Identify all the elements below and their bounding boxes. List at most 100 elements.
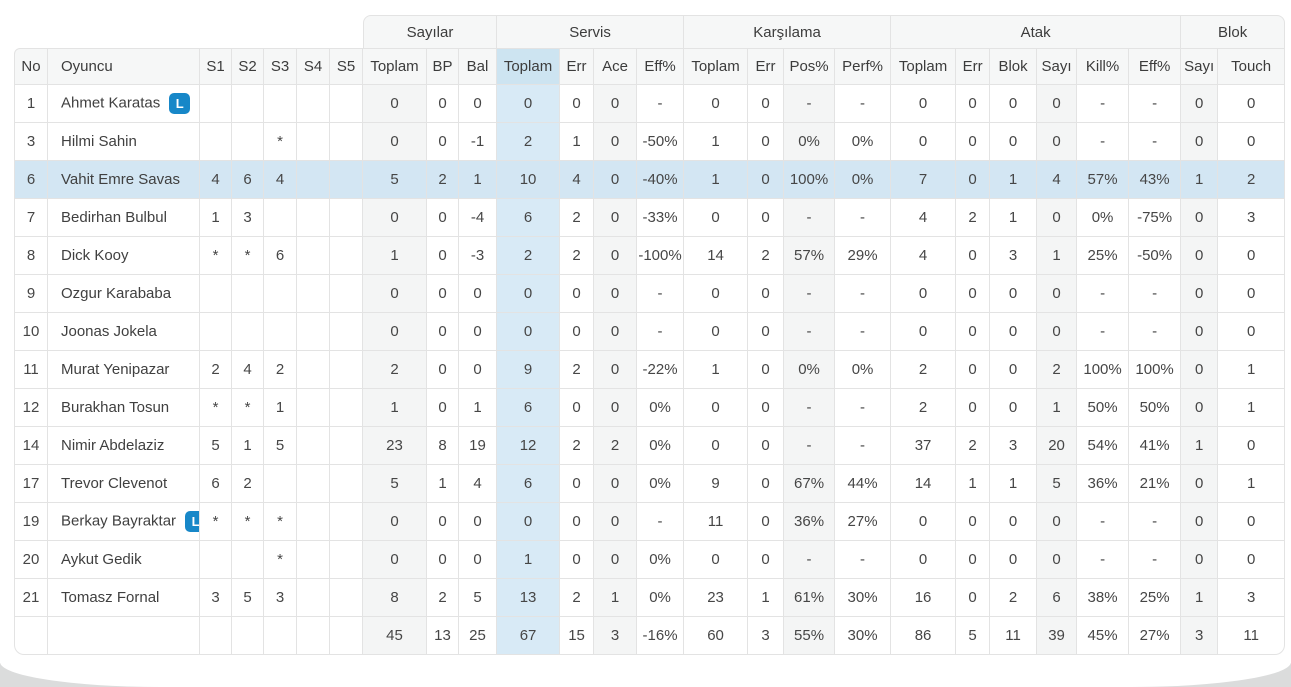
cell-touch: 0 (1218, 275, 1286, 313)
cell-sayilar-toplam: 23 (363, 427, 427, 465)
column-header-servis-ace[interactable]: Ace (594, 48, 638, 85)
cell-servis-toplam: 6 (497, 389, 561, 427)
player-row[interactable]: 11 Murat Yenipazar 2 4 2 2 0 0 9 2 0 -22% 1 0 0% 0% 2 0 0 2… (14, 351, 1286, 389)
column-header-atak-toplam[interactable]: Toplam (891, 48, 957, 85)
cell-blok-sayi: 1 (1181, 579, 1219, 617)
cell-no: 14 (14, 427, 48, 465)
column-header-s4[interactable]: S4 (297, 48, 330, 85)
column-header-servis-eff[interactable]: Eff% (637, 48, 685, 85)
player-row[interactable]: 10 Joonas Jokela 0 0 0 0 0 0-0 0- -0 0 0 0- -0 0 (14, 313, 1286, 351)
column-header-s5[interactable]: S5 (330, 48, 363, 85)
player-name: Tomasz Fornal (61, 589, 160, 606)
cell-servis-toplam: 9 (497, 351, 561, 389)
totals-cell-s1 (200, 617, 232, 655)
cell-pos: - (784, 313, 836, 351)
column-header-atak-sayi[interactable]: Sayı (1037, 48, 1078, 85)
player-row[interactable]: 7 Bedirhan Bulbul 1 3 0 0 -4 6 2 0 -33% 0 0- -4 2 1 0 0% -… (14, 199, 1286, 237)
cell-s5 (330, 123, 363, 161)
cell-servis-eff: - (637, 85, 685, 123)
player-row[interactable]: 6 Vahit Emre Savas 4 6 4 5 2 1 10 4 0 -40% 1 0 100% 0% 7… (14, 161, 1286, 199)
cell-atak-blok: 3 (990, 427, 1038, 465)
cell-s1: 1 (200, 199, 232, 237)
cell-kill: 100% (1077, 351, 1130, 389)
cell-servis-eff: 0% (637, 389, 685, 427)
player-name: Aykut Gedik (61, 551, 142, 568)
column-header-bp[interactable]: BP (427, 48, 459, 85)
cell-atak-blok: 1 (990, 465, 1038, 503)
cell-karsilama-err: 0 (748, 503, 785, 541)
cell-atak-blok: 0 (990, 313, 1038, 351)
cell-servis-err: 2 (560, 237, 595, 275)
cell-servis-eff: - (637, 313, 685, 351)
column-header-s3[interactable]: S3 (264, 48, 297, 85)
player-row[interactable]: 20 Aykut Gedik * 0 0 0 1 0 0 0% 0 0- -0 0 0 0- -0 0 (14, 541, 1286, 579)
cell-kill: - (1077, 123, 1130, 161)
player-row[interactable]: 12 Burakhan Tosun * * 1 1 0 1 6 0 0 0% 0 0- -2 0 0 1 50% 50… (14, 389, 1286, 427)
cell-karsilama-toplam: 0 (684, 199, 749, 237)
cell-oyuncu: Dick Kooy (48, 237, 200, 275)
cell-s2: * (232, 237, 264, 275)
player-row[interactable]: 3 Hilmi Sahin * 0 0 -1 2 1 0 -50% 1 0 0% 0% 0 0 0 0- -0 0 (14, 123, 1286, 161)
column-header-oyuncu[interactable]: Oyuncu (48, 48, 200, 85)
cell-atak-sayi: 0 (1037, 85, 1078, 123)
cell-touch: 1 (1218, 351, 1286, 389)
column-header-perf[interactable]: Perf% (835, 48, 892, 85)
player-row[interactable]: 19 Berkay Bayraktar L * * * 0 0 0 0 0 0-11 0 36% 27% 0 0… (14, 503, 1286, 541)
cell-s4 (297, 123, 330, 161)
cell-atak-sayi: 6 (1037, 579, 1078, 617)
column-header-karsilama-err[interactable]: Err (748, 48, 785, 85)
cell-kill: - (1077, 541, 1130, 579)
cell-bp: 0 (427, 503, 459, 541)
column-header-karsilama-toplam[interactable]: Toplam (684, 48, 749, 85)
cell-servis-toplam: 0 (497, 313, 561, 351)
cell-atak-blok: 0 (990, 503, 1038, 541)
column-header-bal[interactable]: Bal (459, 48, 498, 85)
player-row[interactable]: 9 Ozgur Karababa 0 0 0 0 0 0-0 0- -0 0 0 0- -0 0 (14, 275, 1286, 313)
column-header-kill[interactable]: Kill% (1077, 48, 1130, 85)
cell-atak-sayi: 0 (1037, 313, 1078, 351)
column-header-touch[interactable]: Touch (1218, 48, 1286, 85)
player-name: Vahit Emre Savas (61, 171, 180, 188)
cell-bp: 2 (427, 161, 459, 199)
column-header-atak-err[interactable]: Err (956, 48, 991, 85)
cell-servis-err: 0 (560, 503, 595, 541)
cell-s3: * (264, 503, 297, 541)
player-row[interactable]: 8 Dick Kooy * * 6 1 0 -3 2 2 0 -100% 14 2 57% 29% 4 0 3 1 25… (14, 237, 1286, 275)
cell-servis-toplam: 12 (497, 427, 561, 465)
column-header-blok-sayi[interactable]: Sayı (1181, 48, 1219, 85)
cell-karsilama-toplam: 9 (684, 465, 749, 503)
cell-servis-eff: -100% (637, 237, 685, 275)
player-row[interactable]: 17 Trevor Clevenot 6 2 5 1 4 6 0 0 0% 9 0 67% 44% 14 1 1 5… (14, 465, 1286, 503)
cell-pos: 0% (784, 123, 836, 161)
cell-karsilama-err: 2 (748, 237, 785, 275)
cell-touch: 3 (1218, 579, 1286, 617)
cell-atak-eff: - (1129, 123, 1182, 161)
cell-atak-eff: 25% (1129, 579, 1182, 617)
player-row[interactable]: 21 Tomasz Fornal 3 5 3 8 2 5 13 2 1 0% 23 1 61% 30% 16 0 2… (14, 579, 1286, 617)
player-row[interactable]: 1 Ahmet Karatas L 0 0 0 0 0 0-0 0- -0 0 0 0- -0 0 (14, 85, 1286, 123)
cell-karsilama-err: 0 (748, 199, 785, 237)
column-header-servis-toplam[interactable]: Toplam (497, 48, 561, 85)
column-header-s1[interactable]: S1 (200, 48, 232, 85)
cell-servis-ace: 0 (594, 351, 638, 389)
cell-s4 (297, 579, 330, 617)
player-row[interactable]: 14 Nimir Abdelaziz 5 1 5 23 8 19 12 2 2 0% 0 0- -37 2 3 2… (14, 427, 1286, 465)
cell-s1 (200, 123, 232, 161)
column-header-no[interactable]: No (14, 48, 48, 85)
column-header-s2[interactable]: S2 (232, 48, 264, 85)
column-header-atak-blok[interactable]: Blok (990, 48, 1038, 85)
cell-atak-eff: - (1129, 541, 1182, 579)
cell-s3: * (264, 123, 297, 161)
libero-badge: L (169, 93, 191, 114)
cell-karsilama-err: 0 (748, 541, 785, 579)
player-name: Bedirhan Bulbul (61, 209, 167, 226)
cell-touch: 2 (1218, 161, 1286, 199)
column-header-servis-err[interactable]: Err (560, 48, 595, 85)
totals-cell-oyuncu (48, 617, 200, 655)
cell-blok-sayi: 1 (1181, 161, 1219, 199)
column-header-atak-eff[interactable]: Eff% (1129, 48, 1182, 85)
column-header-sayilar-toplam[interactable]: Toplam (363, 48, 427, 85)
column-header-pos[interactable]: Pos% (784, 48, 836, 85)
cell-servis-eff: -40% (637, 161, 685, 199)
cell-atak-eff: -75% (1129, 199, 1182, 237)
